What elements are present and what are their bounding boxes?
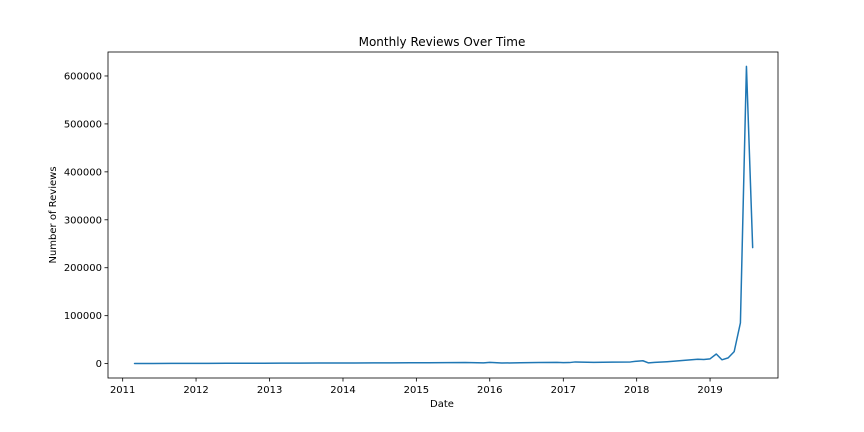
x-axis-label: Date: [430, 399, 454, 410]
y-tick-label: 200000: [64, 263, 102, 274]
y-tick-label: 300000: [64, 215, 102, 226]
x-tick-label: 2013: [257, 385, 282, 396]
x-tick-label: 2017: [551, 385, 576, 396]
x-tick-label: 2015: [404, 385, 429, 396]
x-tick-label: 2019: [697, 385, 722, 396]
x-axis: 2011 2012 2013 2014 2015 2016 2017 2018 2019: [110, 378, 723, 396]
y-axis: 0 100000 200000 300000 400000 500000 600000: [64, 71, 108, 370]
y-tick-label: 400000: [64, 167, 102, 178]
plot-frame: [107, 51, 779, 379]
x-tick-label: 2012: [183, 385, 208, 396]
series-layer: [133, 65, 754, 365]
y-tick-label: 600000: [64, 71, 102, 82]
y-tick-label: 0: [96, 359, 102, 370]
x-tick-label: 2016: [477, 385, 502, 396]
chart-title: Monthly Reviews Over Time: [359, 35, 526, 49]
x-tick-label: 2011: [110, 385, 135, 396]
y-tick-label: 500000: [64, 119, 102, 130]
x-tick-label: 2014: [330, 385, 355, 396]
y-axis-label: Number of Reviews: [48, 166, 59, 263]
series-line: [133, 65, 754, 365]
x-tick-label: 2018: [624, 385, 649, 396]
y-tick-label: 100000: [64, 311, 102, 322]
